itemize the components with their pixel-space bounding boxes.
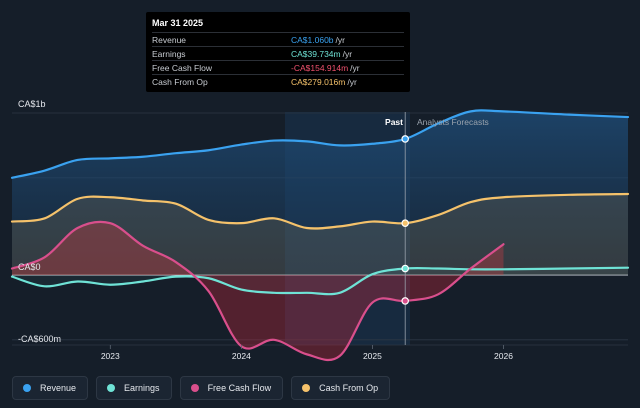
tooltip-value: CA$39.734m	[291, 48, 341, 59]
tooltip-row-revenue: Revenue CA$1.060b /yr	[152, 32, 404, 46]
legend-label: Free Cash Flow	[207, 383, 272, 393]
free-cash-flow-highlight-dot	[401, 297, 409, 305]
y-label-top: CA$1b	[18, 99, 46, 109]
legend-label: Revenue	[40, 383, 77, 393]
earnings-highlight-dot	[401, 264, 409, 273]
highlight-dots	[401, 135, 409, 305]
tooltip-value: -CA$154.914m	[291, 62, 349, 73]
tooltip-value: CA$279.016m	[291, 76, 346, 87]
cash-from-op-area	[12, 194, 628, 275]
y-label-zero: CA$0	[18, 262, 41, 272]
tooltip-row-free-cash-flow: Free Cash Flow -CA$154.914m /yr	[152, 60, 404, 74]
x-tick-label: 2025	[363, 351, 382, 361]
cash-from-op-highlight-dot	[401, 219, 409, 227]
revenue-line	[10, 109, 630, 179]
tooltip-label: Free Cash Flow	[152, 62, 212, 73]
forecast-label: Analysts Forecasts	[417, 117, 489, 127]
legend-dot-icon	[190, 384, 199, 392]
series-lines	[10, 109, 630, 362]
legend-item-cash-from-op[interactable]: Cash From Op	[291, 376, 391, 400]
x-tick-label: 2024	[232, 351, 251, 361]
revenue-highlight-dot	[401, 135, 409, 143]
tooltip-value: CA$1.060b	[291, 34, 334, 45]
revenue-area	[12, 110, 628, 275]
legend-label: Earnings	[124, 383, 160, 393]
tooltip-row-cash-from-op: Cash From Op CA$279.016m /yr	[152, 74, 404, 88]
tooltip-label: Revenue	[152, 34, 187, 45]
x-tick-label: 2023	[101, 351, 120, 361]
legend-label: Cash From Op	[319, 383, 379, 393]
tooltip-unit: /yr	[335, 34, 345, 45]
tooltip-label: Earnings	[152, 48, 186, 59]
legend-dot-icon	[23, 384, 31, 392]
series-fills	[12, 110, 628, 361]
legend-item-free-cash-flow[interactable]: Free Cash Flow	[179, 376, 284, 400]
tooltip: Mar 31 2025 Revenue CA$1.060b /yr Earnin…	[146, 12, 410, 92]
past-label: Past	[385, 117, 403, 127]
legend-dot-icon	[302, 384, 311, 392]
legend-item-revenue[interactable]: Revenue	[12, 376, 89, 400]
tooltip-unit: /yr	[342, 48, 353, 59]
y-label-bottom: -CA$600m	[18, 334, 61, 344]
tooltip-unit: /yr	[347, 76, 357, 87]
x-tick-label: 2026	[494, 351, 513, 361]
legend-item-earnings[interactable]: Earnings	[96, 376, 172, 400]
earnings-line	[10, 266, 630, 296]
legend: Revenue Earnings Free Cash Flow Cash Fro…	[12, 376, 391, 400]
earnings-area	[12, 267, 628, 295]
tooltip-label: Cash From Op	[152, 76, 208, 87]
tooltip-row-earnings: Earnings CA$39.734m /yr	[152, 46, 404, 60]
tooltip-date: Mar 31 2025	[152, 18, 204, 28]
cash-from-op-line	[10, 192, 630, 230]
tooltip-unit: /yr	[350, 62, 360, 73]
legend-dot-icon	[107, 384, 116, 392]
free-cash-flow-line	[10, 220, 505, 362]
x-axis-ticks: 2023 2024 2025 2026	[101, 345, 513, 361]
